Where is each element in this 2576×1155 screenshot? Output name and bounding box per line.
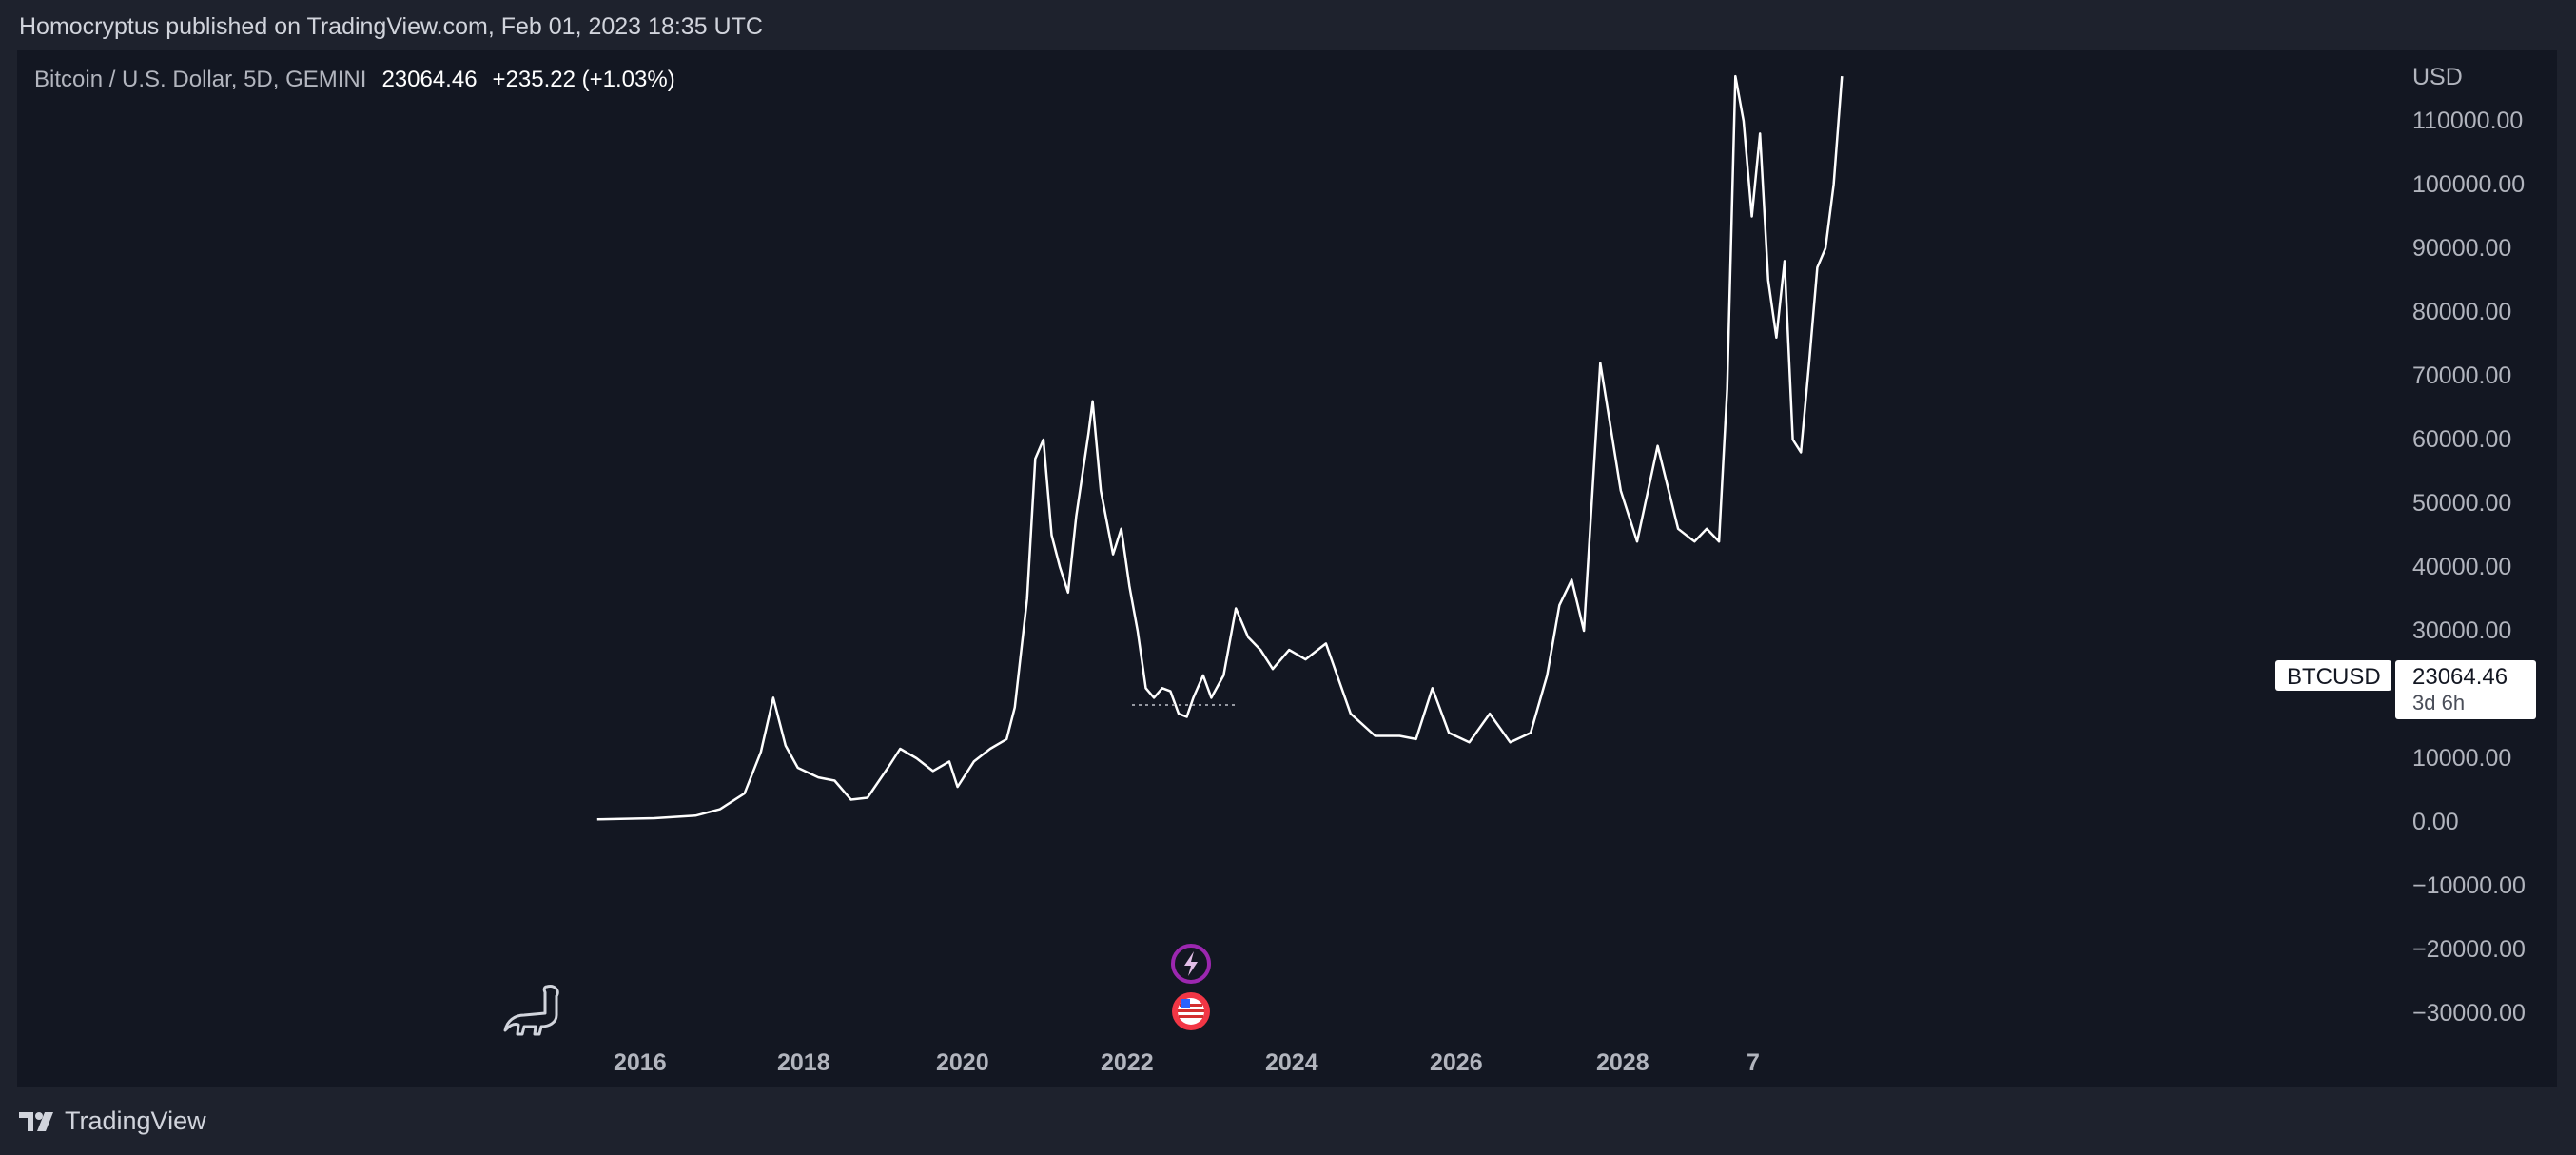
footer-brand[interactable]: TradingView: [19, 1106, 206, 1136]
us-flag-icon[interactable]: [1172, 992, 1210, 1030]
tradingview-brand-label: TradingView: [65, 1106, 206, 1135]
y-tick-label: −30000.00: [2412, 1000, 2526, 1027]
x-tick-label: 2016: [614, 1049, 667, 1076]
y-tick-label: 90000.00: [2412, 235, 2511, 262]
x-tick-label: 2024: [1265, 1049, 1318, 1076]
y-axis-unit-label: USD: [2412, 64, 2463, 90]
price-chart[interactable]: 110000.00 100000.00 90000.00 80000.00 70000.…: [17, 50, 2557, 1087]
y-tick-label: 0.00: [2412, 809, 2459, 835]
last-price: 23064.46: [381, 67, 478, 92]
price-label[interactable]: BTCUSD 23064.46 3d 6h: [2275, 660, 2536, 719]
dinosaur-icon[interactable]: [503, 985, 559, 1036]
price-label-countdown: 3d 6h: [2412, 691, 2465, 715]
x-tick-label: 7: [1747, 1049, 1760, 1076]
x-tick-label: 2028: [1596, 1049, 1649, 1076]
symbol-name[interactable]: Bitcoin / U.S. Dollar, 5D, GEMINI: [34, 67, 367, 92]
lightning-icon[interactable]: [1171, 944, 1211, 984]
chart-panel[interactable]: 110000.00 100000.00 90000.00 80000.00 70000.…: [17, 50, 2557, 1087]
x-tick-label: 2022: [1101, 1049, 1154, 1076]
y-tick-label: 70000.00: [2412, 362, 2511, 389]
price-label-value: 23064.46: [2412, 664, 2508, 690]
y-tick-label: −20000.00: [2412, 936, 2526, 963]
y-tick-label: 10000.00: [2412, 745, 2511, 772]
x-tick-label: 2020: [936, 1049, 989, 1076]
publish-header: Homocryptus published on TradingView.com…: [19, 13, 763, 40]
y-tick-label: −10000.00: [2412, 872, 2526, 899]
y-tick-label: 100000.00: [2412, 171, 2525, 198]
y-tick-label: 110000.00: [2412, 108, 2523, 134]
tradingview-logo-icon: [19, 1111, 53, 1131]
x-tick-label: 2018: [777, 1049, 830, 1076]
y-tick-label: 40000.00: [2412, 554, 2511, 580]
price-label-ticker: BTCUSD: [2287, 664, 2381, 690]
price-series-line-0: [596, 74, 1844, 821]
y-tick-label: 80000.00: [2412, 299, 2511, 325]
symbol-legend: Bitcoin / U.S. Dollar, 5D, GEMINI 23064.…: [34, 67, 675, 93]
x-tick-label: 2026: [1430, 1049, 1483, 1076]
price-change: +235.22 (+1.03%): [492, 67, 675, 92]
y-tick-label: 50000.00: [2412, 490, 2511, 517]
y-tick-label: 60000.00: [2412, 426, 2511, 453]
y-tick-label: 30000.00: [2412, 617, 2511, 644]
